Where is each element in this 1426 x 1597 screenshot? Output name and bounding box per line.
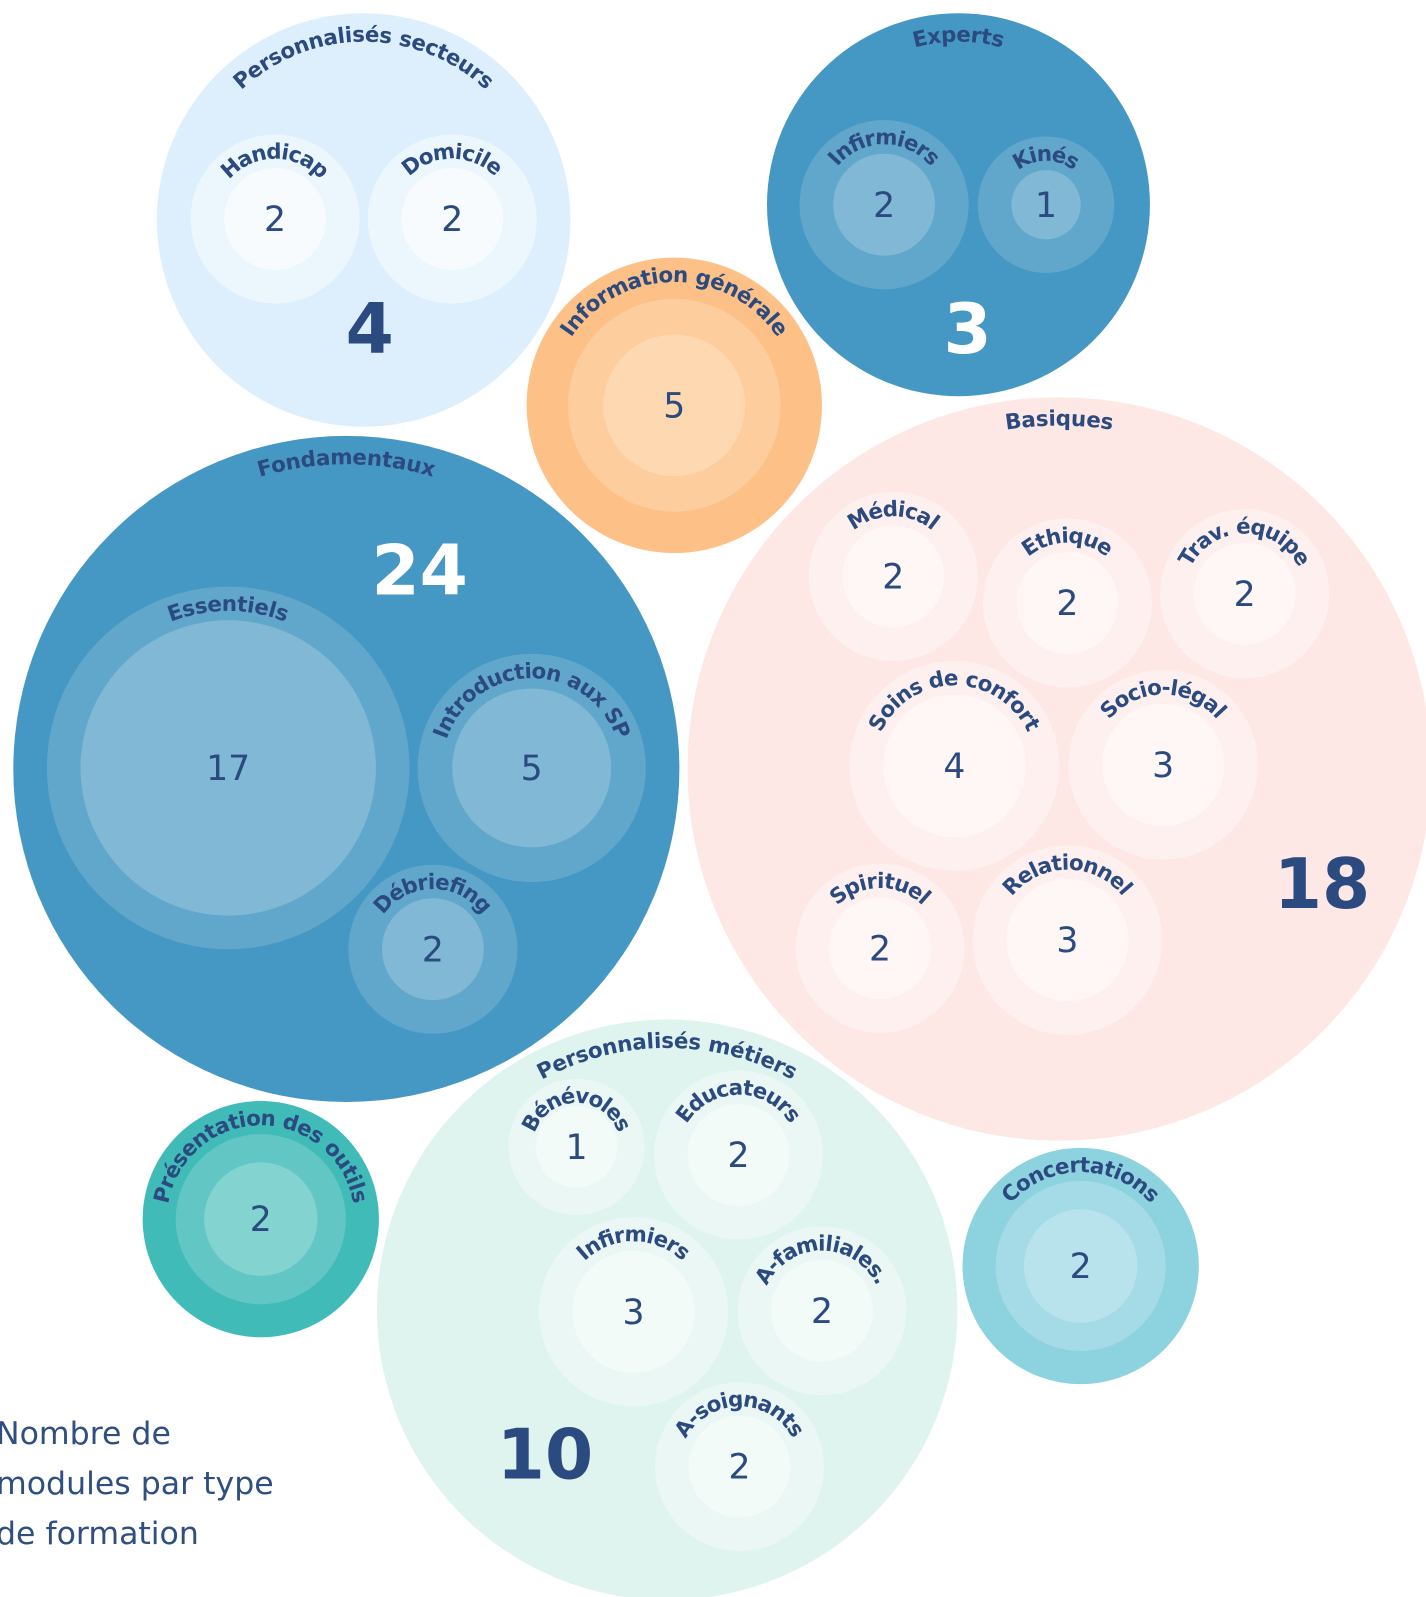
child-value: 2: [1056, 584, 1078, 624]
group-total: 3: [944, 290, 992, 370]
inner: [603, 334, 746, 477]
group-total: 4: [346, 290, 394, 370]
inner: [204, 1162, 318, 1276]
child-inner: [687, 1104, 790, 1206]
child-circle: [538, 1217, 729, 1407]
child-value: 2: [869, 929, 891, 969]
child-circle: [508, 1078, 645, 1216]
child-circle: [654, 1382, 825, 1552]
group-total: 10: [497, 1416, 593, 1496]
child-circle: [1160, 509, 1330, 679]
child-inner: [401, 168, 504, 270]
group-value: 5: [663, 386, 685, 426]
child-inner: [452, 688, 612, 848]
child-inner: [535, 1106, 618, 1188]
child-circle: [653, 1070, 823, 1240]
child-value: 3: [1152, 746, 1174, 786]
label-text: Basiques: [1004, 407, 1115, 436]
child-inner: [883, 694, 1026, 838]
child-circle: [972, 845, 1163, 1035]
child-value: 3: [1056, 921, 1078, 961]
child-inner: [224, 168, 326, 270]
group-total: 24: [371, 531, 467, 611]
child-inner: [833, 153, 936, 256]
group-circle: [766, 13, 1150, 397]
child-inner: [1011, 170, 1081, 240]
child-value: 2: [728, 1448, 750, 1488]
group-value: 2: [250, 1200, 272, 1240]
child-value: 5: [521, 749, 543, 789]
child-value: 3: [623, 1293, 645, 1333]
child-value: 2: [882, 558, 904, 598]
child-inner: [829, 897, 931, 1000]
child-value: 2: [727, 1136, 749, 1176]
group-circle: [376, 1019, 958, 1597]
child-inner: [1193, 542, 1296, 645]
child-inner: [572, 1250, 695, 1373]
child-value: 4: [943, 747, 965, 787]
child-circle: [737, 1226, 907, 1396]
child-value: 2: [873, 186, 895, 226]
child-value: 17: [206, 749, 250, 789]
group-circle: [687, 397, 1426, 1141]
child-circle: [417, 653, 646, 883]
child-circle: [982, 518, 1152, 688]
child-inner: [688, 1415, 791, 1518]
child-inner: [1006, 878, 1129, 1002]
child-value: 2: [441, 200, 463, 240]
child-circle: [977, 136, 1115, 273]
group-circle: [13, 435, 680, 1103]
group-circle: [156, 13, 571, 427]
group-value: 2: [1070, 1247, 1092, 1287]
child-circle: [46, 586, 410, 950]
child-value: 2: [264, 200, 286, 240]
child-value: 2: [1234, 575, 1256, 615]
child-value: 1: [1035, 186, 1057, 226]
child-circle: [1068, 670, 1258, 860]
child-circle: [795, 863, 965, 1033]
child-circle: [849, 661, 1060, 871]
child-inner: [80, 620, 376, 916]
child-circle: [799, 120, 969, 290]
child-inner: [1102, 703, 1225, 826]
child-value: 2: [422, 930, 444, 970]
curved-label: Basiques: [1004, 407, 1115, 436]
child-value: 2: [811, 1292, 833, 1332]
child-inner: [1016, 552, 1119, 654]
caption: Nombre de modules par type de formation: [0, 1416, 274, 1552]
child-inner: [381, 898, 484, 1001]
child-inner: [771, 1259, 873, 1362]
child-inner: [842, 525, 945, 628]
child-circle: [348, 864, 518, 1034]
inner: [1023, 1209, 1138, 1323]
child-circle: [808, 491, 978, 662]
group-total: 18: [1274, 845, 1370, 925]
child-value: 1: [566, 1128, 588, 1168]
